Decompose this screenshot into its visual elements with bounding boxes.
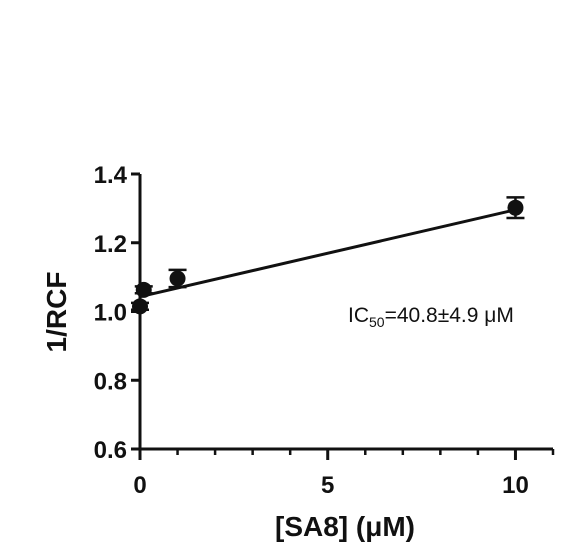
y-tick-label: 0.8 (94, 368, 127, 395)
ic50-annotation: IC50=40.8±4.9 μM (348, 304, 514, 330)
y-axis: 0.6 0.8 1.0 1.2 1.4 (94, 162, 142, 464)
x-tick-label: 0 (133, 472, 146, 499)
x-axis-title: [SA8] (μM) (275, 511, 415, 542)
x-tick-label: 10 (502, 472, 529, 499)
y-tick-label: 0.6 (94, 437, 127, 464)
y-axis-title: 1/RCF (41, 272, 72, 353)
data-points (131, 196, 525, 315)
x-tick-label: 5 (321, 472, 334, 499)
y-tick-label: 1.0 (94, 300, 127, 327)
data-point (132, 298, 148, 315)
fit-line (139, 208, 516, 299)
x-axis: 0 5 10 (133, 447, 555, 499)
data-point (507, 199, 524, 216)
ic50-subscript: 50 (369, 314, 385, 330)
y-tick-label: 1.4 (94, 162, 128, 189)
data-point (169, 270, 186, 287)
data-point (135, 281, 152, 298)
fit-line-group (139, 208, 516, 299)
y-tick-label: 1.2 (94, 231, 127, 258)
ic50-suffix: =40.8±4.9 μM (385, 304, 514, 327)
ic50-prefix: IC (348, 304, 369, 327)
